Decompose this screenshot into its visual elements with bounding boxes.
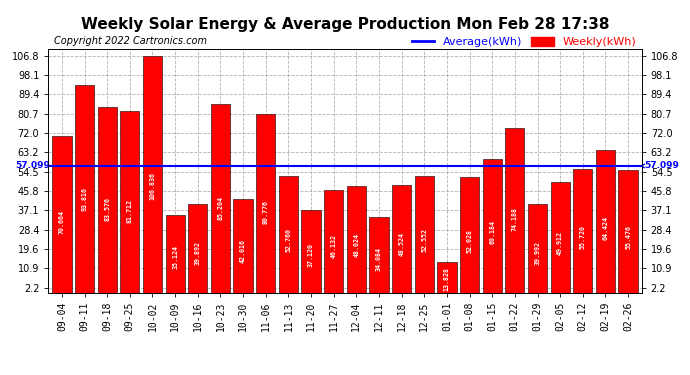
Text: 57.099: 57.099 [641,162,679,171]
Bar [346,186,366,292]
Text: 48.524: 48.524 [399,232,404,256]
Bar [460,177,479,292]
Bar [573,169,593,292]
Bar [437,262,457,292]
Text: 93.816: 93.816 [81,187,88,211]
Legend: Average(kWh), Weekly(kWh): Average(kWh), Weekly(kWh) [412,37,636,47]
Text: 85.204: 85.204 [217,195,224,219]
Text: 83.576: 83.576 [104,197,110,221]
Bar [505,128,524,292]
Bar [52,136,72,292]
Text: 46.132: 46.132 [331,234,337,258]
Text: 52.760: 52.760 [286,228,291,252]
Text: 39.992: 39.992 [535,241,540,265]
Bar [233,200,253,292]
Text: 13.828: 13.828 [444,267,450,291]
Text: 57.099: 57.099 [16,162,50,171]
Text: 81.712: 81.712 [127,199,133,223]
Text: 55.720: 55.720 [580,225,586,249]
Bar [279,176,298,292]
Text: Copyright 2022 Cartronics.com: Copyright 2022 Cartronics.com [55,36,207,46]
Text: 55.476: 55.476 [625,225,631,249]
Text: 49.912: 49.912 [557,231,563,255]
Text: 70.664: 70.664 [59,210,65,234]
Bar [166,214,185,292]
Text: Weekly Solar Energy & Average Production Mon Feb 28 17:38: Weekly Solar Energy & Average Production… [81,17,609,32]
Bar [415,176,434,292]
Bar [528,204,547,292]
Text: 60.184: 60.184 [489,220,495,245]
Text: 35.124: 35.124 [172,246,178,270]
Text: 42.016: 42.016 [240,238,246,262]
Bar [551,182,570,292]
Bar [120,111,139,292]
Bar [75,85,94,292]
Bar [392,185,411,292]
Bar [143,56,162,292]
Text: 74.188: 74.188 [512,207,518,231]
Text: 106.836: 106.836 [150,172,155,200]
Bar [482,159,502,292]
Bar [618,170,638,292]
Bar [256,114,275,292]
Text: 39.892: 39.892 [195,241,201,265]
Text: 64.424: 64.424 [602,216,609,240]
Bar [302,210,321,292]
Bar [324,190,344,292]
Bar [596,150,615,292]
Bar [369,217,388,292]
Bar [97,107,117,292]
Text: 52.552: 52.552 [422,228,427,252]
Text: 34.084: 34.084 [376,246,382,270]
Text: 48.024: 48.024 [353,232,359,256]
Bar [188,204,208,292]
Bar [211,104,230,292]
Text: 37.120: 37.120 [308,243,314,267]
Text: 80.776: 80.776 [263,200,268,224]
Text: 52.028: 52.028 [466,229,473,253]
